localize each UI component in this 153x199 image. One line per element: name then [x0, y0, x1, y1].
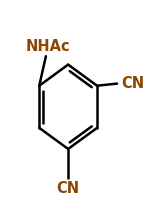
Text: CN: CN: [121, 76, 144, 91]
Text: CN: CN: [57, 180, 80, 196]
Text: NHAc: NHAc: [25, 39, 70, 54]
